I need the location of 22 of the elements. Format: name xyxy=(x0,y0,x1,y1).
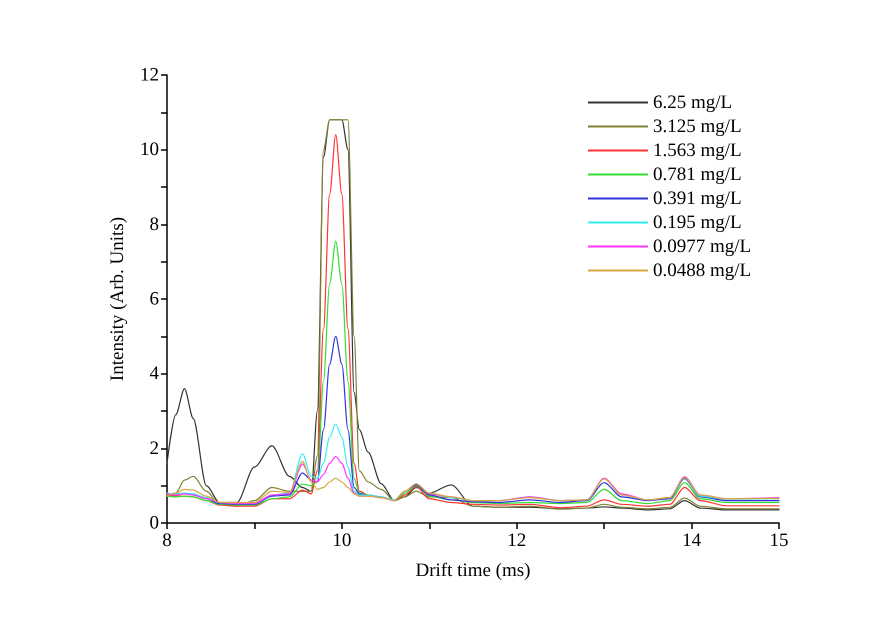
line-series xyxy=(166,240,780,506)
legend-label: 1.563 mg/L xyxy=(653,140,742,161)
legend-label: 0.0488 mg/L xyxy=(653,260,752,281)
y-tick-label: 10 xyxy=(140,139,159,160)
y-tick-label: 8 xyxy=(150,214,159,235)
x-axis-title: Drift time (ms) xyxy=(415,560,531,581)
legend-label: 0.781 mg/L xyxy=(653,164,742,185)
y-axis-title: Intensity (Arb. Units) xyxy=(107,216,128,382)
legend-label: 6.25 mg/L xyxy=(653,92,732,113)
legend-label: 3.125 mg/L xyxy=(653,116,742,137)
y-tick-label: 12 xyxy=(140,64,159,86)
legend-label: 0.391 mg/L xyxy=(653,188,742,209)
legend-label: 0.0977 mg/L xyxy=(653,236,752,257)
y-tick-label: 6 xyxy=(150,288,159,310)
legend-label: 0.195 mg/L xyxy=(653,212,742,233)
x-tick-label: 10 xyxy=(332,530,352,551)
y-tick-label: 2 xyxy=(150,438,159,459)
x-tick-label: 15 xyxy=(770,530,788,551)
y-tick-label: 4 xyxy=(150,363,160,384)
x-tick-label: 14 xyxy=(682,530,702,551)
y-tick-label: 0 xyxy=(150,512,159,534)
x-tick-label: 12 xyxy=(507,530,526,551)
